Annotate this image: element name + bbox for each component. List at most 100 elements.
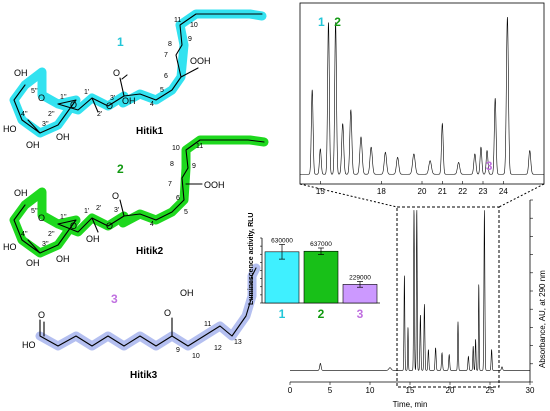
main-axis-xlabel: Time, min [393,400,428,409]
atom-label: 5'' [31,208,38,215]
compound-1: OOH O O O O OH HO OH OH OH 11 10 9 8 7 6… [3,9,267,150]
atom-label: 5 [184,209,188,216]
group-o: O [70,221,77,231]
group-o: O [106,221,113,231]
zoom-tick-label: 20 [418,187,427,196]
zoom-tick-label: 18 [377,187,386,196]
bar-category-label: 3 [357,307,364,321]
atom-label: 1' [84,89,89,96]
bar-category-label: 1 [279,307,286,321]
bar-2 [303,250,339,304]
compound-number-1: 1 [117,35,124,49]
atom-label: 12 [214,345,222,352]
atom-label: 8 [168,41,172,48]
zoom-tick-label: 23 [479,187,488,196]
atom-label: 5'' [31,88,38,95]
group-oh: OH [56,132,70,142]
atom-label: 9 [192,163,196,170]
group-o: O [38,93,45,103]
compound-caption-2: Hitik2 [136,246,164,257]
atom-label: 3'' [42,241,49,248]
group-oh: OH [56,254,70,264]
zoom-tick-label: 24 [499,187,508,196]
atom-label: 2'' [48,231,55,238]
group-o: O [38,310,45,320]
peak-label-3: 3 [486,159,493,173]
main-tick-label: 5 [328,386,333,395]
highlight-3 [35,263,261,351]
main-tick-label: 0 [288,386,293,395]
group-ho: HO [22,340,36,350]
main-tick-label: 10 [366,386,375,395]
atom-label: 3' [114,207,119,214]
compound-3: O HO O OH 9 10 11 12 13 3 Hitik3 [22,263,261,381]
atom-label: 1'' [60,214,67,221]
atom-label: 11 [174,17,181,24]
group-oh: OH [14,68,28,78]
atom-label: 9 [176,347,180,354]
main-tick-label: 30 [526,386,535,395]
main-tick-label: 15 [406,386,415,395]
zoom-tick-label: 21 [438,187,447,196]
group-ho: HO [3,242,17,252]
atom-label: 4'' [21,231,28,238]
atom-label: 7 [168,181,172,188]
atom-label: 11 [196,143,203,150]
atom-label: 3' [110,95,115,102]
atom-label: 4 [150,101,154,108]
compound-number-2: 2 [117,162,124,176]
group-ooh: O [164,308,171,318]
bar-value-label: 229000 [349,275,371,282]
atom-label: 3'' [42,121,49,128]
skeleton-2 [13,139,265,254]
group-oh: OH [14,188,28,198]
zoom-trace [300,17,544,175]
main-chromatogram: Time, min Absorbance, AU, at 290 nm 0 5 10… [288,183,547,409]
bar-chart: Luminescence activity, RLU 630000 1 637000… [248,213,380,321]
bar-value-label: 637000 [310,241,332,248]
group-oh: OH [26,258,40,268]
main-tick-label: 20 [446,386,455,395]
zoom-chromatogram: 15 18 20 21 22 23 241 23 [299,2,545,196]
group-ho: HO [3,124,17,134]
atom-label: 6 [176,195,180,202]
atom-label: 1' [84,208,89,215]
atom-label: 10 [192,353,200,360]
bar-value-label: 630000 [271,238,293,245]
group-o: O [113,68,120,78]
atom-label: 7 [164,52,168,59]
atom-label: 8 [170,161,174,168]
group-o: O [70,100,77,110]
atom-label: 2'' [48,111,55,118]
bar-axis-ylabel: Luminescence activity, RLU [248,213,255,305]
atom-label: 2' [96,205,101,212]
atom-label: 13 [234,339,242,346]
group-oh: OH [26,140,40,150]
atom-label: 4'' [21,111,28,118]
group-ooh: OOH [204,180,225,190]
group-oh: OH [86,234,100,244]
group-o: O [106,101,113,111]
atom-label: 6 [164,73,168,80]
atom-label: 5 [160,87,164,94]
compound-caption-1: Hitik1 [136,126,164,137]
compound-caption-3: Hitik3 [130,370,158,381]
main-axis-ylabel: Absorbance, AU, at 290 nm [538,270,547,368]
group-ooh: OOH [190,56,211,66]
peak-label-1: 1 [318,15,325,29]
compound-2: OOH O O O O OH HO OH OH OH 11 10 9 8 7 6… [3,135,269,268]
peak-label-2: 2 [334,15,341,29]
compound-number-3: 3 [111,292,118,306]
atom-label: 2' [97,111,102,118]
group-o: O [38,213,45,223]
atom-label: 10 [172,145,180,152]
bar-1 [264,251,300,304]
skeleton-1 [13,13,263,134]
zoom-connector-right [498,183,545,208]
main-tick-label: 25 [486,386,495,395]
zoom-region-box [396,206,500,388]
group-oh: OH [122,96,136,106]
zoom-tick-label: 22 [458,187,467,196]
zoom-connector-left [299,183,398,208]
